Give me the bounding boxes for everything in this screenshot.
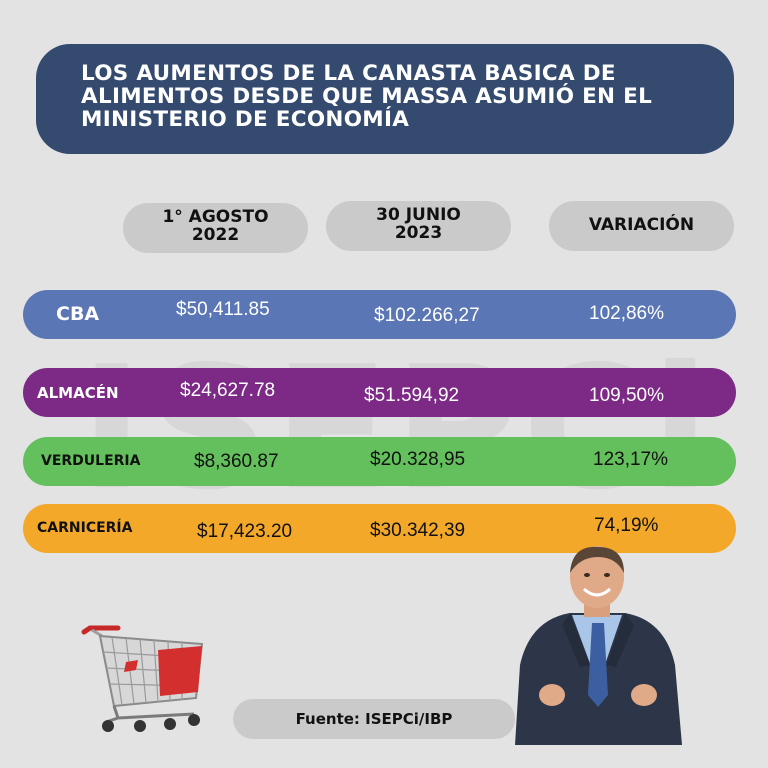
cell-carniceria-variation: 74,19% bbox=[594, 515, 659, 536]
title-banner: LOS AUMENTOS DE LA CANASTA BASICA DE ALI… bbox=[36, 44, 734, 154]
shopping-cart-icon bbox=[81, 625, 204, 732]
cell-carniceria-aug-2022: $17,423.20 bbox=[197, 521, 293, 542]
column-header-variation-label: VARIACIÓN bbox=[588, 215, 695, 235]
row-label-almacen: ALMACÉN bbox=[37, 384, 119, 402]
cell-almacen-jun-2023: $51.594,92 bbox=[364, 385, 460, 406]
cell-almacen-aug-2022: $24,627.78 bbox=[180, 380, 276, 401]
row-label-carniceria: CARNICERÍA bbox=[37, 520, 133, 536]
column-header-variation: VARIACIÓN bbox=[549, 201, 734, 251]
cell-verduleria-variation: 123,17% bbox=[593, 449, 669, 470]
cell-cba-aug-2022: $50,411.85 bbox=[176, 299, 270, 320]
column-header-jun-2023: 30 JUNIO 2023 bbox=[326, 201, 511, 251]
table-row-almacen: ALMACÉN $24,627.78 $51.594,92 109,50% bbox=[23, 368, 736, 417]
cell-verduleria-jun-2023: $20.328,95 bbox=[370, 449, 466, 470]
person-photo bbox=[515, 546, 682, 745]
source-text: Fuente: ISEPCi/IBP bbox=[295, 710, 453, 728]
table-row-cba: CBA $50,411.85 $102.266,27 102,86% bbox=[23, 290, 736, 339]
cell-cba-jun-2023: $102.266,27 bbox=[374, 305, 480, 326]
column-header-aug-2022-line2: 2022 bbox=[191, 225, 240, 245]
row-label-cba: CBA bbox=[56, 303, 100, 325]
table-row-carniceria: CARNICERÍA $17,423.20 $30.342,39 74,19% bbox=[23, 504, 736, 553]
column-header-jun-2023-line2: 2023 bbox=[394, 223, 443, 243]
column-header-aug-2022-line1: 1° AGOSTO bbox=[162, 207, 269, 227]
row-label-verduleria: VERDULERIA bbox=[41, 453, 141, 469]
cell-cba-variation: 102,86% bbox=[589, 303, 665, 324]
column-header-aug-2022: 1° AGOSTO 2022 bbox=[123, 203, 308, 253]
page-title: LOS AUMENTOS DE LA CANASTA BASICA DE ALI… bbox=[81, 61, 653, 132]
cell-almacen-variation: 109,50% bbox=[589, 385, 665, 406]
cell-verduleria-aug-2022: $8,360.87 bbox=[194, 451, 279, 472]
column-header-jun-2023-line1: 30 JUNIO bbox=[376, 205, 461, 225]
source-badge: Fuente: ISEPCi/IBP bbox=[233, 699, 515, 739]
table-row-verduleria: VERDULERIA $8,360.87 $20.328,95 123,17% bbox=[23, 437, 736, 486]
cell-carniceria-jun-2023: $30.342,39 bbox=[370, 520, 466, 541]
watermark-text: ISEPCi bbox=[80, 330, 714, 528]
